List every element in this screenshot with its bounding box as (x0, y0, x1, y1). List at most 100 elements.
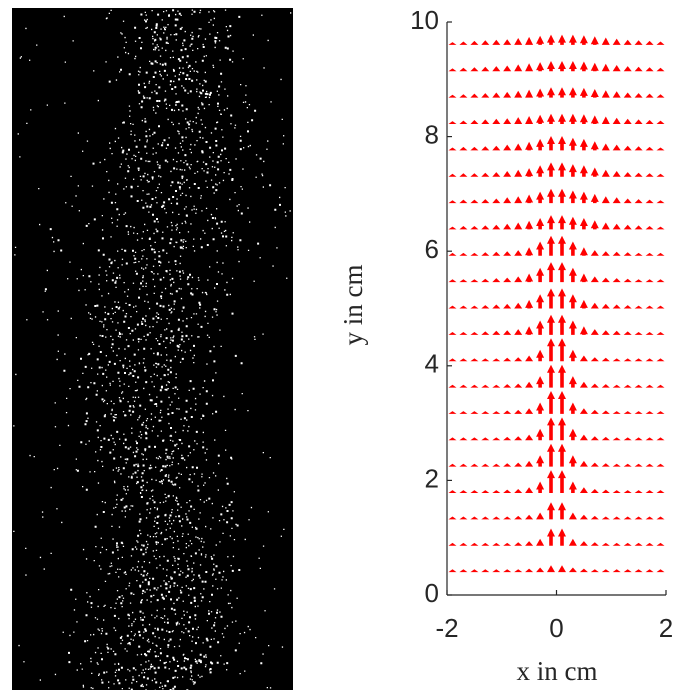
arrow (634, 199, 643, 204)
x-tick-label: 2 (659, 613, 673, 643)
arrow (656, 173, 665, 177)
arrow (568, 349, 577, 362)
arrow (656, 252, 665, 256)
arrow (525, 487, 534, 493)
arrow (514, 38, 523, 45)
arrow (536, 428, 545, 441)
arrow (459, 490, 468, 493)
arrow (525, 63, 534, 72)
arrow (601, 251, 610, 256)
particle-image (12, 8, 293, 690)
arrow (503, 516, 512, 520)
arrow (612, 251, 621, 256)
arrow (481, 437, 490, 441)
arrow (448, 252, 457, 256)
arrow (558, 470, 566, 493)
arrow (459, 358, 468, 362)
arrow (558, 262, 566, 283)
arrow (612, 38, 621, 45)
arrow (492, 437, 501, 441)
arrow (525, 434, 534, 441)
arrow (612, 117, 621, 124)
arrow (645, 411, 654, 414)
arrow (568, 87, 577, 98)
arrow (470, 542, 479, 546)
arrow (514, 90, 523, 98)
arrow (525, 220, 534, 230)
arrow (448, 411, 457, 414)
arrow (525, 273, 534, 283)
arrow (645, 384, 654, 388)
arrow (514, 329, 523, 335)
arrow (525, 141, 534, 151)
arrow (623, 145, 632, 151)
arrow (448, 42, 457, 45)
arrow (459, 199, 468, 204)
arrow (558, 34, 566, 45)
arrow (525, 299, 534, 309)
arrow (590, 489, 599, 493)
arrow (492, 198, 501, 204)
arrow (514, 64, 523, 72)
arrow (459, 146, 468, 151)
arrow (558, 443, 566, 467)
arrow (601, 463, 610, 467)
arrow (448, 384, 457, 388)
arrow (492, 39, 501, 45)
arrow (558, 417, 566, 441)
arrow (634, 490, 643, 493)
arrow (514, 222, 523, 230)
arrow (656, 542, 665, 546)
arrow (503, 303, 512, 309)
arrow (645, 516, 654, 520)
arrow (514, 250, 523, 256)
arrow (656, 463, 665, 467)
arrow (525, 381, 534, 388)
arrow (612, 411, 621, 414)
arrow (448, 437, 457, 441)
arrow (503, 65, 512, 72)
arrow (612, 330, 621, 335)
arrow (634, 119, 643, 124)
arrow (558, 87, 566, 98)
arrow (481, 569, 490, 573)
arrow (623, 411, 632, 414)
arrow (536, 191, 545, 204)
arrow (601, 277, 610, 283)
arrow (448, 542, 457, 546)
arrow (536, 538, 545, 546)
arrow (470, 120, 479, 124)
arrow (623, 384, 632, 388)
arrow (568, 267, 577, 283)
arrow (536, 349, 545, 362)
arrow (459, 279, 468, 283)
arrow (590, 276, 599, 283)
arrow (481, 278, 490, 283)
arrow (492, 278, 501, 283)
arrow (590, 141, 599, 151)
arrow (459, 252, 468, 256)
arrow (536, 320, 545, 335)
arrow (525, 541, 534, 546)
arrow (503, 410, 512, 414)
arrow (503, 144, 512, 151)
arrow (558, 162, 566, 177)
arrow (579, 568, 588, 573)
arrow (558, 528, 566, 546)
arrow (558, 565, 566, 573)
arrow (459, 516, 468, 520)
arrow (470, 279, 479, 283)
y-tick-label: 10 (410, 5, 439, 35)
arrow (536, 218, 545, 230)
arrow (656, 569, 665, 573)
arrow (470, 516, 479, 520)
arrow (590, 542, 599, 546)
arrow (514, 302, 523, 309)
arrow (590, 62, 599, 72)
arrow (470, 358, 479, 362)
arrow (536, 402, 545, 414)
arrow (634, 146, 643, 151)
arrow (568, 164, 577, 177)
arrow (579, 138, 588, 151)
